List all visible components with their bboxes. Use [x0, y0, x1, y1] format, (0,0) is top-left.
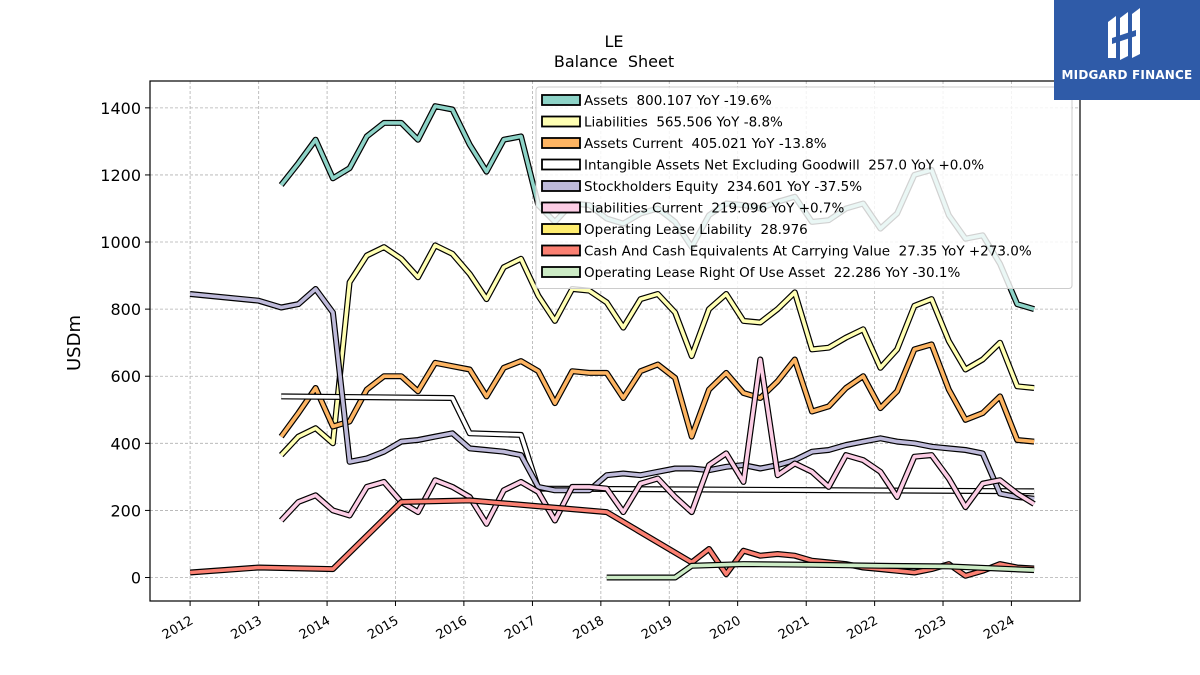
- x-tick-label: 2019: [639, 613, 675, 643]
- legend-label: Cash And Cash Equivalents At Carrying Va…: [584, 244, 1032, 260]
- y-tick-label: 1000: [100, 233, 141, 252]
- legend-label: Operating Lease Liability 28.976: [584, 222, 808, 238]
- legend-swatch: [541, 266, 581, 278]
- legend-swatch: [541, 223, 581, 235]
- chart-title: LE: [604, 32, 623, 51]
- series-line: [189, 287, 1035, 501]
- x-tick-label: 2015: [365, 613, 401, 643]
- y-tick-label: 0: [131, 569, 141, 588]
- legend-label: Stockholders Equity 234.601 YoY -37.5%: [584, 179, 862, 195]
- y-tick-label: 400: [110, 434, 141, 453]
- x-tick-label: 2023: [913, 613, 949, 643]
- y-tick-label: 600: [110, 367, 141, 386]
- x-tick-label: 2022: [844, 613, 880, 643]
- series-line: [279, 357, 1036, 526]
- legend-label: Operating Lease Right Of Use Asset 22.28…: [584, 265, 960, 281]
- legend-label: Liabilities 565.506 YoY -8.8%: [584, 115, 783, 131]
- x-tick-label: 2021: [776, 613, 812, 643]
- series-line: [281, 394, 1035, 494]
- brand-name: MIDGARD FINANCE: [1061, 68, 1193, 82]
- x-tick-label: 2014: [297, 613, 333, 643]
- legend-swatch: [541, 94, 581, 106]
- brand-logo: MIDGARD FINANCE: [1054, 0, 1200, 100]
- legend-label: Assets 800.107 YoY -19.6%: [584, 93, 772, 109]
- x-tick-label: 2017: [502, 613, 538, 643]
- chart-legend: Assets 800.107 YoY -19.6% Liabilities 565…: [535, 86, 1073, 289]
- legend-label: Assets Current 405.021 YoY -13.8%: [584, 136, 827, 152]
- legend-box: [535, 86, 1073, 289]
- series-line-outline: [278, 341, 1035, 445]
- y-tick-label: 200: [110, 501, 141, 520]
- legend-label: Intangible Assets Net Excluding Goodwill…: [584, 158, 984, 174]
- series-line: [189, 498, 1035, 578]
- y-axis-label: USDm: [64, 315, 85, 371]
- legend-swatch: [541, 137, 581, 149]
- legend-swatch: [541, 180, 581, 192]
- chart-subtitle: Balance Sheet: [554, 52, 674, 71]
- legend-swatch: [541, 244, 581, 257]
- x-tick-label: 2024: [981, 613, 1017, 643]
- midgard-logo-icon: [1108, 8, 1140, 60]
- x-tick-label: 2018: [571, 613, 607, 643]
- y-tick-label: 800: [110, 300, 141, 319]
- legend-swatch: [541, 201, 581, 214]
- series-line: [279, 243, 1035, 457]
- y-tick-label: 1200: [100, 166, 141, 185]
- x-tick-label: 2013: [229, 613, 265, 643]
- plot-frame: [149, 80, 1081, 602]
- y-tick-label: 1400: [100, 99, 141, 118]
- legend-swatch: [541, 158, 581, 171]
- legend-label: Liabilities Current 219.096 YoY +0.7%: [584, 201, 844, 217]
- x-tick-label: 2016: [434, 613, 470, 643]
- legend-swatch: [541, 115, 581, 128]
- x-tick-label: 2012: [160, 613, 196, 643]
- x-tick-label: 2020: [707, 613, 743, 643]
- series-line: [279, 342, 1035, 444]
- series-line: [606, 562, 1035, 580]
